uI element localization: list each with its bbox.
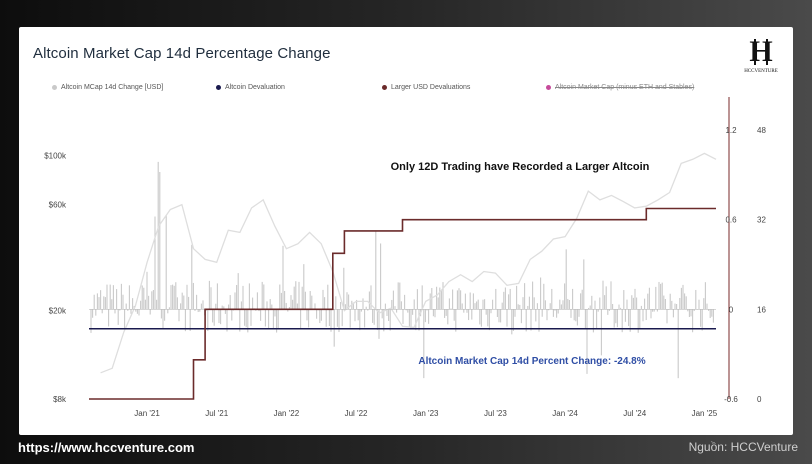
x-tick-label: Jan '21	[134, 409, 160, 418]
y-right-inner-tick-label: 0.6	[725, 216, 737, 225]
legend-dot	[52, 84, 57, 90]
hccventure-logo: H HCCVENTURE	[744, 35, 778, 74]
x-tick-label: Jan '25	[692, 409, 718, 418]
annotation-top: Only 12D Trading have Recorded a Larger …	[391, 161, 650, 173]
y-right-inner-tick-label: 1.2	[725, 126, 737, 135]
legend-item-mcap-change[interactable]: Altcoin MCap 14d Change [USD]	[52, 84, 163, 91]
y-left-tick-label: $60k	[49, 201, 67, 210]
legend-label: Altcoin Devaluation	[225, 84, 285, 91]
y-right-outer-tick-label: 16	[757, 305, 766, 314]
y-right-inner-tick-label: 0	[729, 305, 734, 314]
legend-label: Larger USD Devaluations	[391, 84, 471, 91]
legend-item-larger-devaluations[interactable]: Larger USD Devaluations	[382, 84, 470, 91]
x-tick-label: Jul '21	[205, 409, 228, 418]
legend-dot	[216, 84, 221, 90]
y-left-tick-label: $20k	[49, 307, 67, 316]
y-right-outer-tick-label: 48	[757, 126, 766, 135]
x-tick-label: Jul '23	[484, 409, 507, 418]
legend-label: Altcoin Market Cap (minus ETH and Stable…	[555, 84, 695, 91]
legend-item-devaluation[interactable]: Altcoin Devaluation	[216, 84, 285, 91]
legend-item-market-cap[interactable]: Altcoin Market Cap (minus ETH and Stable…	[546, 84, 694, 91]
source-credit: Nguồn: HCCVenture	[688, 440, 798, 454]
x-tick-label: Jan '24	[552, 409, 578, 418]
legend-label: Altcoin MCap 14d Change [USD]	[61, 84, 164, 91]
chart-plot: $100k $60k $20k $8k 1.2 0.6 0 -0.6 48 32 16 0 Jan '2…	[44, 97, 766, 418]
y-right-inner-tick-label: -0.6	[724, 395, 738, 404]
chart-card: Altcoin Market Cap 14d Percentage Change…	[19, 27, 793, 435]
larger-devaluations-step-line	[89, 207, 716, 400]
x-tick-label: Jan '22	[274, 409, 300, 418]
y-right-outer-tick-label: 32	[757, 216, 766, 225]
logo-brand: HCCVENTURE	[744, 69, 778, 74]
y-right-outer-tick-label: 0	[757, 395, 762, 404]
y-left-tick-label: $8k	[53, 395, 67, 404]
y-left-tick-label: $100k	[44, 151, 67, 160]
chart-title: Altcoin Market Cap 14d Percentage Change	[33, 45, 331, 62]
legend-dot	[546, 84, 551, 90]
legend-dot	[382, 84, 387, 90]
annotation-current-change: Altcoin Market Cap 14d Percent Change: -…	[418, 356, 645, 367]
website-url[interactable]: https://www.hccventure.com	[18, 440, 195, 455]
x-tick-label: Jul '24	[623, 409, 646, 418]
x-tick-label: Jul '22	[345, 409, 368, 418]
x-tick-label: Jan '23	[413, 409, 439, 418]
market-cap-line	[100, 152, 717, 374]
